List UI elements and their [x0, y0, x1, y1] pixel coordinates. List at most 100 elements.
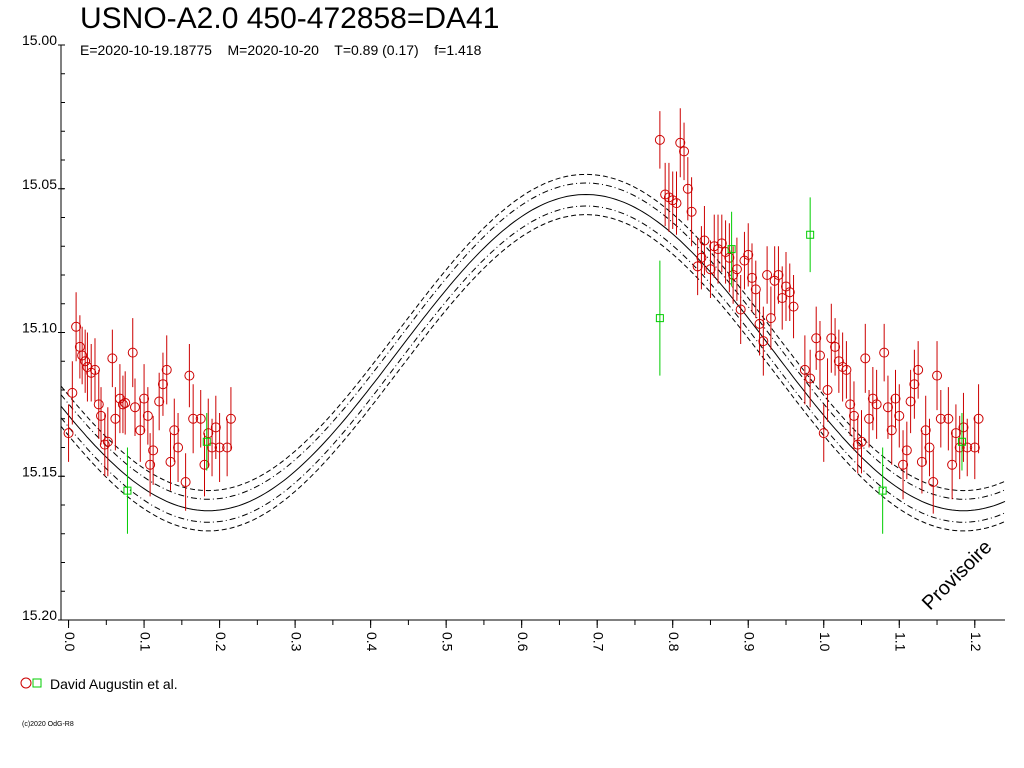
data-point-circle — [784, 287, 795, 298]
data-point-circle — [180, 477, 191, 487]
data-point-circle — [139, 393, 150, 404]
data-point-circle — [909, 379, 920, 390]
data-points — [63, 108, 984, 534]
data-point-circle — [833, 356, 844, 367]
data-point-circle — [173, 442, 184, 453]
y-tick-label: 15.00 — [22, 32, 57, 48]
data-point-circle — [724, 252, 735, 263]
x-tick-label: 0.1 — [137, 632, 153, 652]
data-point-circle — [924, 442, 935, 453]
data-point-circle — [841, 364, 852, 375]
data-point-circle — [762, 270, 773, 280]
model-curve-lower-inner — [60, 205, 1006, 523]
data-point-circle — [663, 192, 674, 203]
data-point-circle — [788, 301, 799, 312]
data-point-circle — [856, 436, 867, 447]
data-point-circle — [935, 413, 946, 424]
data-point-circle — [127, 347, 138, 358]
data-point-circle — [117, 399, 128, 410]
data-point-circle — [958, 422, 969, 433]
data-point-circle — [765, 313, 776, 324]
legend-markers — [20, 676, 44, 692]
data-point-circle — [195, 413, 206, 424]
data-point-square — [957, 437, 966, 446]
data-point-circle — [882, 402, 893, 413]
data-point-circle — [671, 198, 682, 209]
data-point-circle — [731, 264, 742, 275]
x-tick-label: 0.4 — [364, 632, 380, 652]
data-point-circle — [973, 413, 984, 424]
model-curve-upper-outer — [60, 173, 1006, 492]
data-point-circle — [950, 428, 961, 439]
data-point-circle — [799, 364, 810, 375]
x-tick-label: 0.0 — [62, 632, 78, 652]
data-point-circle — [93, 399, 104, 410]
data-point-circle — [860, 353, 871, 364]
data-point-circle — [169, 425, 180, 436]
data-point-circle — [830, 341, 841, 352]
legend-label: David Augustin et al. — [50, 676, 178, 692]
data-point-circle — [739, 255, 750, 266]
legend-circle-marker — [20, 677, 32, 689]
data-point-circle — [773, 270, 784, 280]
data-point-circle — [852, 439, 863, 450]
data-point-circle — [71, 321, 82, 332]
data-point-circle — [709, 241, 720, 252]
data-point-circle — [184, 370, 195, 381]
y-tick-label: 15.05 — [22, 176, 57, 192]
data-point-circle — [758, 336, 769, 347]
data-point-circle — [207, 442, 218, 453]
data-point-circle — [660, 189, 671, 200]
data-point-circle — [769, 275, 780, 286]
data-point-square — [878, 486, 887, 495]
data-point-circle — [148, 445, 159, 456]
data-point-circle — [920, 425, 931, 436]
data-point-circle — [777, 293, 788, 303]
y-tick-label: 15.20 — [22, 607, 57, 623]
y-tick-label: 15.15 — [22, 463, 57, 479]
data-point-circle — [805, 373, 816, 384]
data-point-circle — [225, 413, 236, 424]
data-point-circle — [165, 456, 176, 467]
data-point-circle — [63, 428, 74, 439]
data-point-circle — [916, 456, 927, 467]
data-point-square — [655, 314, 664, 323]
x-tick-label: 0.5 — [439, 632, 455, 652]
data-point-circle — [818, 428, 829, 439]
data-point-circle — [837, 362, 848, 372]
data-point-circle — [89, 364, 100, 375]
data-point-circle — [954, 442, 965, 453]
data-point-circle — [814, 350, 825, 361]
data-point-circle — [905, 396, 916, 407]
data-point-circle — [67, 387, 78, 398]
data-point-circle — [826, 333, 837, 344]
data-point-circle — [682, 183, 693, 194]
x-tick-label: 1.2 — [968, 632, 984, 652]
data-point-circle — [80, 356, 91, 367]
data-point-circle — [675, 137, 686, 148]
data-point-circle — [107, 353, 118, 364]
data-point-circle — [686, 206, 697, 217]
data-point-circle — [780, 281, 791, 292]
data-point-circle — [696, 252, 707, 263]
data-point-circle — [210, 422, 221, 433]
data-point-circle — [864, 413, 875, 424]
data-point-circle — [890, 393, 901, 404]
data-point-circle — [203, 428, 214, 439]
data-point-circle — [750, 284, 761, 295]
data-point-circle — [871, 399, 882, 410]
data-point-circle — [728, 270, 739, 280]
data-point-circle — [743, 249, 754, 260]
x-tick-label: 1.0 — [817, 632, 833, 652]
data-point-circle — [188, 413, 199, 424]
data-point-circle — [969, 442, 980, 453]
data-point-circle — [928, 477, 939, 487]
axes: 15.00 15.05 15.10 15.15 15.20 0.0 0.1 0.2 0.3 0.4… — [22, 32, 1005, 652]
copyright-text: (c)2020 OdG-R8 — [22, 721, 74, 728]
x-tick-label: 0.7 — [590, 632, 606, 652]
data-point-circle — [894, 410, 905, 421]
data-point-circle — [716, 238, 727, 249]
data-point-circle — [679, 146, 690, 157]
data-point-circle — [848, 410, 859, 421]
